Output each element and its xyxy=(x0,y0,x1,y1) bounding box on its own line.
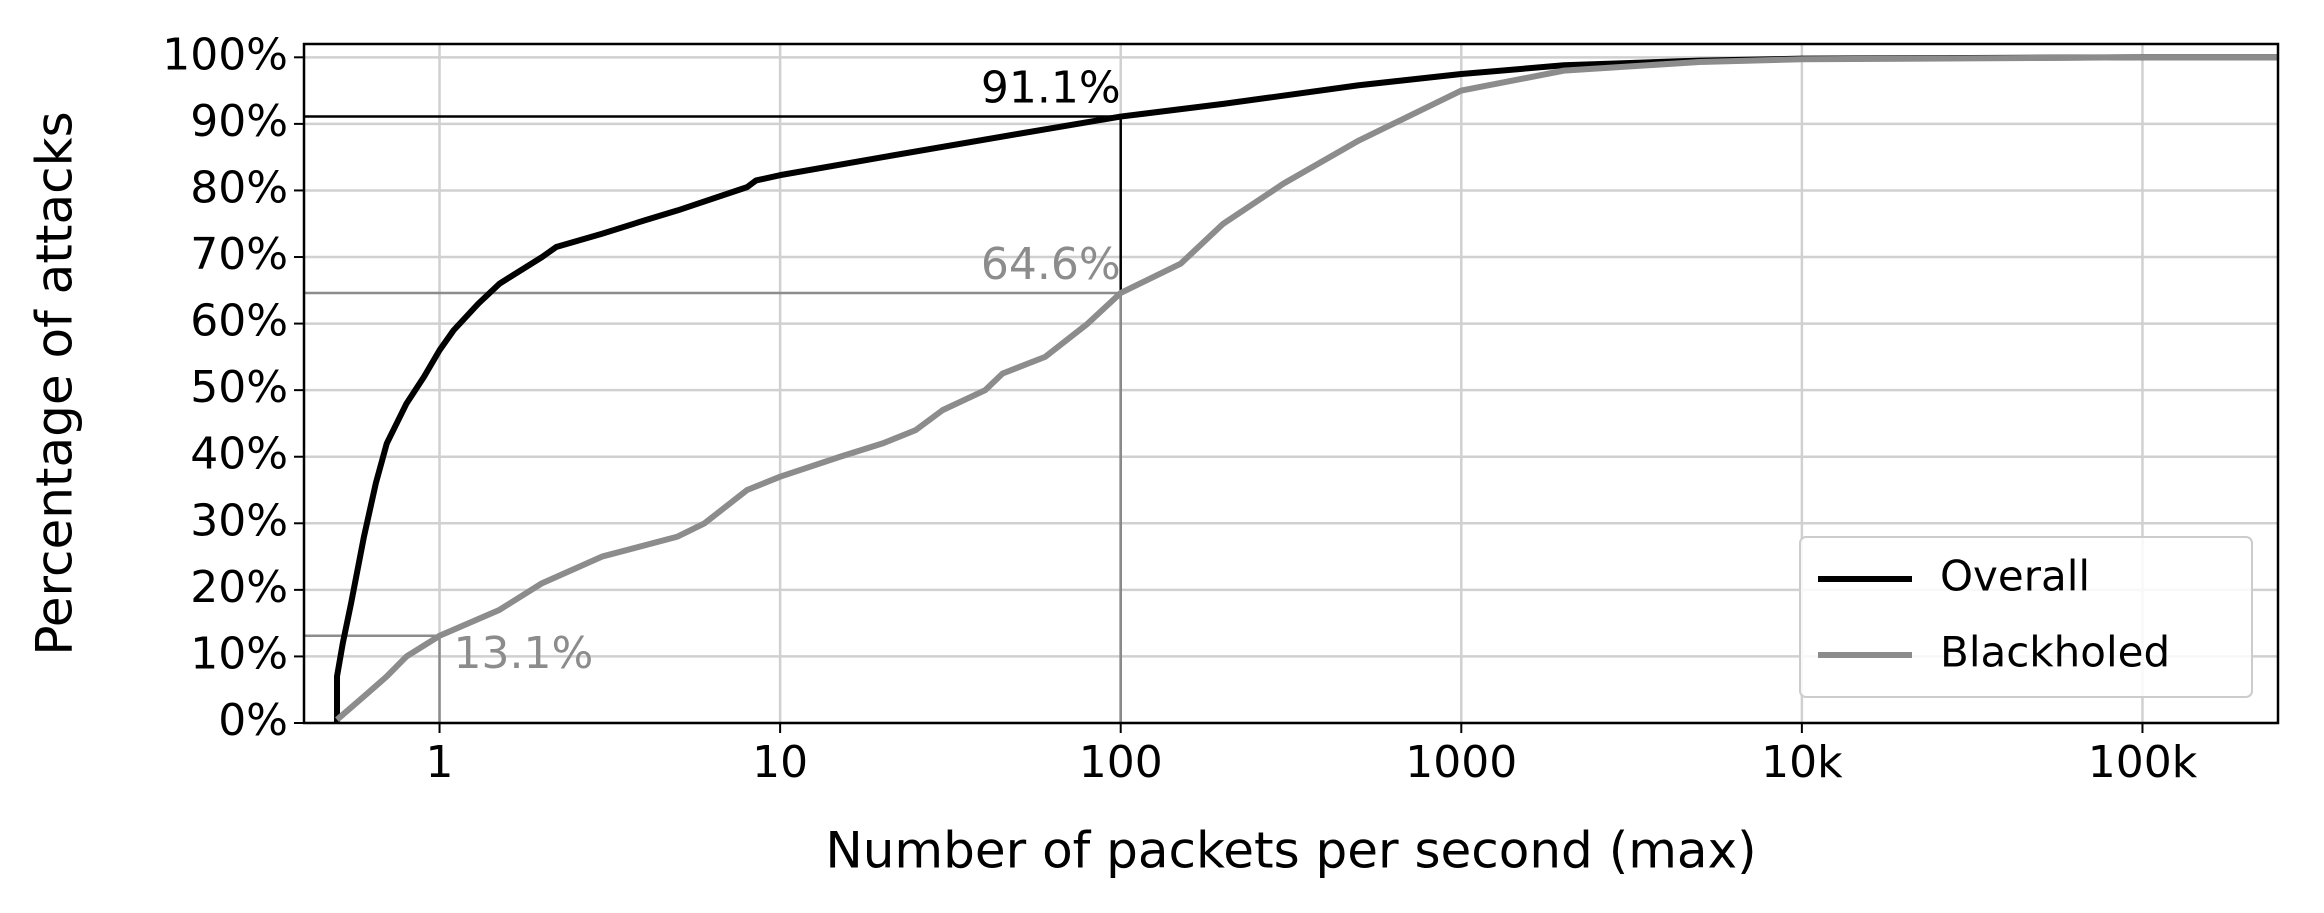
annotation: 13.1% xyxy=(454,628,594,679)
y-tick-label: 70% xyxy=(190,229,288,280)
x-tick-label: 100k xyxy=(2088,737,2198,788)
x-tick-label: 1 xyxy=(426,737,454,788)
x-tick-label: 100 xyxy=(1079,737,1163,788)
annotation: 91.1% xyxy=(981,63,1121,114)
reference-line xyxy=(304,291,1122,723)
y-tick-label: 30% xyxy=(190,495,288,546)
y-axis-label: Percentage of attacks xyxy=(26,111,84,655)
x-tick-label: 1000 xyxy=(1405,737,1517,788)
x-axis-label: Number of packets per second (max) xyxy=(825,822,1756,880)
x-tick-label: 10k xyxy=(1761,737,1843,788)
x-tick-label: 10 xyxy=(752,737,808,788)
legend-label: Blackholed xyxy=(1940,628,2170,677)
y-tick-label: 90% xyxy=(190,96,288,147)
line xyxy=(334,54,2278,723)
y-tick-label: 20% xyxy=(190,562,288,613)
line xyxy=(335,54,2278,722)
annotation: 64.6% xyxy=(981,239,1121,290)
y-tick-label: 40% xyxy=(190,429,288,480)
plot-frame xyxy=(302,42,2280,725)
y-tick-label: 0% xyxy=(218,695,288,746)
reference-line xyxy=(304,115,1122,723)
legend-box xyxy=(1799,536,2253,698)
y-tick-label: 10% xyxy=(190,628,288,679)
y-tick-label: 60% xyxy=(190,296,288,347)
y-tick-label: 50% xyxy=(190,362,288,413)
y-tick-label: 100% xyxy=(162,29,288,80)
legend-label: Overall xyxy=(1940,552,2090,601)
y-tick-label: 80% xyxy=(190,162,288,213)
